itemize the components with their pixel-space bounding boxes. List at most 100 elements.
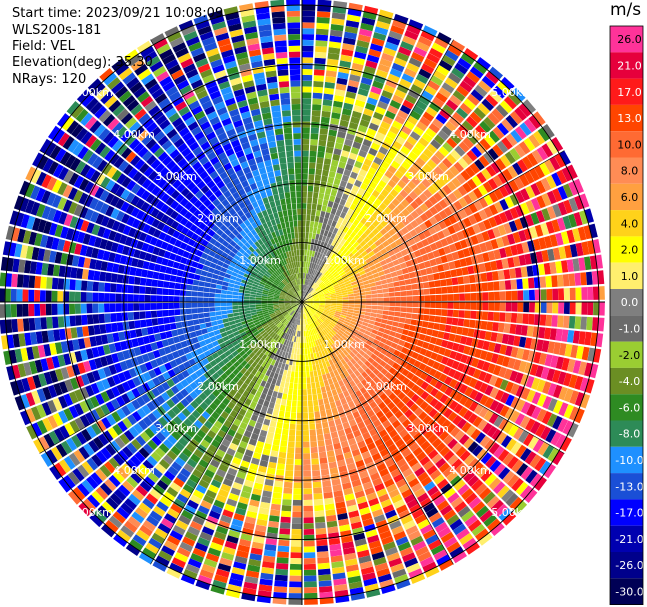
gate-cell <box>295 365 299 372</box>
gate-cell <box>277 457 286 465</box>
gate-cell <box>309 145 318 152</box>
gate-cell <box>468 519 482 532</box>
gate-cell <box>523 137 536 152</box>
gate-cell <box>435 354 444 363</box>
gate-cell <box>359 328 366 334</box>
gate-cell <box>305 226 310 233</box>
gate-cell <box>404 120 415 131</box>
gate-cell <box>323 433 332 440</box>
gate-cell <box>327 315 333 320</box>
gate-cell <box>408 271 416 279</box>
gate-cell <box>405 399 415 409</box>
gate-cell <box>463 194 473 205</box>
gate-cell <box>366 54 380 64</box>
gate-cell <box>418 192 428 203</box>
gate-cell <box>173 302 180 309</box>
gate-cell <box>362 177 371 186</box>
ray-19 <box>302 137 564 302</box>
gate-cell <box>575 242 584 257</box>
gate-cell <box>407 457 419 468</box>
gate-cell <box>360 144 370 153</box>
gate-cell <box>491 108 505 122</box>
gate-cell <box>476 253 484 264</box>
gate-cell <box>431 233 440 242</box>
gate-cell <box>331 300 337 302</box>
gate-cell <box>388 392 397 401</box>
gate-cell <box>388 211 397 220</box>
gate-cell <box>80 292 87 302</box>
gate-cell <box>357 124 368 133</box>
gate-cell <box>310 289 315 295</box>
gate-cell <box>415 172 425 182</box>
gate-cell <box>459 239 468 249</box>
gate-cell <box>375 280 382 286</box>
gate-cell <box>448 261 456 270</box>
gate-cell <box>297 395 302 401</box>
gate-cell <box>317 309 324 313</box>
gate-cell <box>346 285 353 290</box>
gate-cell <box>164 323 171 332</box>
gate-cell <box>322 105 332 112</box>
gate-cell <box>388 347 396 354</box>
gate-cell <box>309 221 315 228</box>
gate-cell <box>342 275 349 281</box>
gate-cell <box>433 474 445 485</box>
gate-cell <box>434 426 445 437</box>
gate-cell <box>289 581 302 588</box>
gate-cell <box>406 307 413 313</box>
gate-cell <box>361 163 370 172</box>
gate-cell <box>352 198 360 206</box>
gate-cell <box>339 316 346 321</box>
gate-cell <box>186 284 193 291</box>
gate-cell <box>353 377 361 385</box>
gate-cell <box>443 536 458 549</box>
gate-cell <box>151 279 158 287</box>
gate-cell <box>537 127 550 142</box>
gate-cell <box>333 148 342 156</box>
gate-cell <box>370 353 378 361</box>
gate-cell <box>308 412 315 419</box>
gate-cell <box>348 79 360 88</box>
gate-cell <box>345 316 352 321</box>
gate-cell <box>463 98 476 111</box>
gate-cell <box>518 430 529 444</box>
gate-cell <box>362 333 370 340</box>
gate-cell <box>568 213 578 228</box>
gate-cell <box>484 385 494 396</box>
gate-cell <box>466 425 477 437</box>
gate-cell <box>371 211 380 220</box>
gate-cell <box>394 311 401 317</box>
gate-cell <box>558 343 567 356</box>
gate-cell <box>580 316 587 330</box>
gate-cell <box>336 229 343 237</box>
gate-cell <box>302 371 306 378</box>
gate-cell <box>421 356 430 365</box>
gate-cell <box>505 133 518 147</box>
gate-cell <box>514 190 525 204</box>
gate-cell <box>426 328 433 336</box>
gate-cell <box>556 217 566 231</box>
gate-cell <box>433 223 442 233</box>
gate-cell <box>307 304 313 307</box>
gate-cell <box>329 330 335 337</box>
gate-cell <box>427 322 435 329</box>
gate-cell <box>320 337 326 344</box>
gate-cell <box>333 100 343 108</box>
gate-cell <box>342 108 352 116</box>
gate-cell <box>562 274 570 287</box>
gate-cell <box>312 104 322 111</box>
gate-cell <box>302 156 309 163</box>
gate-cell <box>401 160 411 170</box>
gate-cell <box>476 311 483 320</box>
gate-cell <box>474 84 488 98</box>
gate-cell <box>535 423 546 438</box>
gate-cell <box>420 268 428 276</box>
gate-cell <box>412 295 419 302</box>
gate-cell <box>371 268 378 275</box>
gate-cell <box>311 292 317 297</box>
gate-cell <box>463 437 474 449</box>
gate-cell <box>349 342 357 349</box>
gate-cell <box>423 308 430 315</box>
gate-cell <box>525 185 536 199</box>
